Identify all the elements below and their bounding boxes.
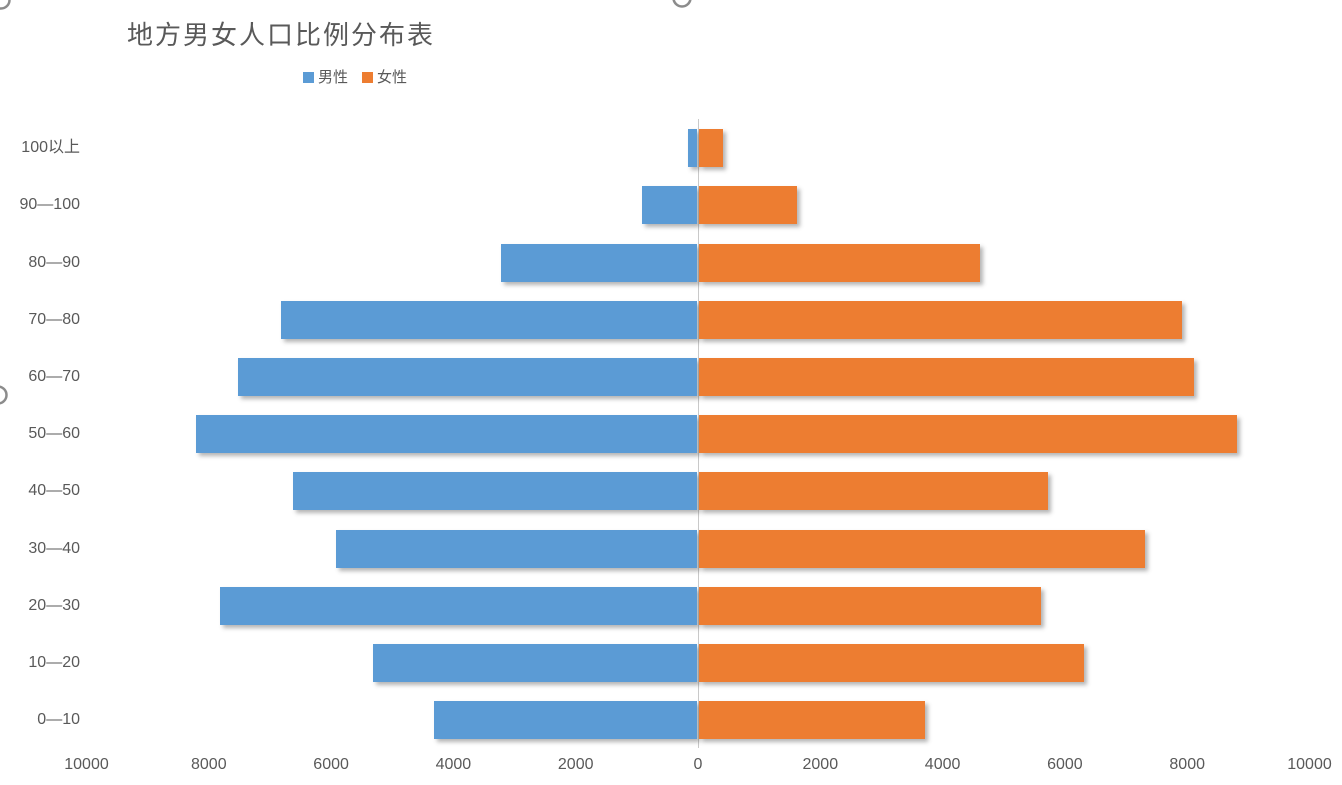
x-axis-tick-label: 8000 (191, 756, 227, 773)
male-bar[interactable] (372, 643, 697, 682)
male-bar[interactable] (281, 300, 697, 339)
female-bar[interactable] (699, 300, 1183, 339)
male-bar[interactable] (336, 529, 697, 568)
female-bar[interactable] (699, 243, 981, 282)
x-axis-tick-label: 4000 (924, 756, 961, 773)
category-label: 30—40 (28, 539, 80, 557)
category-label: 100以上 (21, 139, 80, 157)
female-bar[interactable] (699, 643, 1085, 682)
selection-handle-middle-left[interactable] (0, 385, 8, 405)
female-bar[interactable] (699, 186, 797, 225)
female-bar[interactable] (699, 129, 724, 168)
female-bar[interactable] (699, 415, 1238, 454)
x-axis-tick-label: 8000 (1169, 756, 1205, 773)
category-label: 50—60 (28, 425, 80, 443)
x-axis-tick-label: 0 (693, 756, 703, 773)
category-axis-line (697, 119, 699, 748)
x-axis-tick-label: 10000 (1287, 756, 1332, 773)
female-bar[interactable] (699, 357, 1195, 396)
legend-label: 女性 (377, 69, 408, 86)
male-bar[interactable] (220, 586, 697, 625)
category-label: 20—30 (28, 596, 80, 614)
female-bar[interactable] (699, 701, 926, 740)
category-label: 40—50 (28, 482, 80, 500)
x-axis-tick-label: 6000 (313, 756, 349, 773)
female-bar[interactable] (699, 586, 1042, 625)
chart-legend: 男性 女性 (303, 70, 407, 85)
category-label: 10—20 (28, 653, 80, 671)
male-bar[interactable] (293, 472, 697, 511)
x-axis-tick-label: 4000 (435, 756, 472, 773)
legend-swatch-icon (362, 72, 374, 83)
legend-swatch-icon (303, 72, 314, 83)
category-label: 90—100 (19, 196, 81, 214)
male-bar[interactable] (501, 243, 697, 282)
legend-label: 男性 (318, 69, 349, 86)
male-bar[interactable] (641, 186, 697, 225)
male-bar[interactable] (687, 129, 697, 168)
x-axis-tick-label: 6000 (1047, 756, 1083, 773)
category-label: 60—70 (28, 367, 80, 385)
selection-handle-top-left[interactable] (0, 0, 11, 10)
x-axis-tick-label: 2000 (802, 756, 839, 773)
x-axis-tick-label: 10000 (64, 756, 109, 773)
category-label: 80—90 (28, 253, 80, 271)
x-axis-tick-label: 2000 (557, 756, 594, 773)
female-bar[interactable] (699, 529, 1146, 568)
legend-item-female[interactable]: 女性 (362, 70, 407, 85)
male-bar[interactable] (434, 701, 697, 740)
category-label: 70—80 (28, 310, 80, 328)
chart-title[interactable]: 地方男女人口比例分布表 (127, 20, 436, 50)
male-bar[interactable] (238, 357, 697, 396)
legend-item-male[interactable]: 男性 (303, 70, 348, 85)
category-label: 0—10 (37, 711, 80, 729)
male-bar[interactable] (195, 415, 697, 454)
selection-handle-top-middle[interactable] (672, 0, 692, 8)
female-bar[interactable] (699, 472, 1048, 511)
